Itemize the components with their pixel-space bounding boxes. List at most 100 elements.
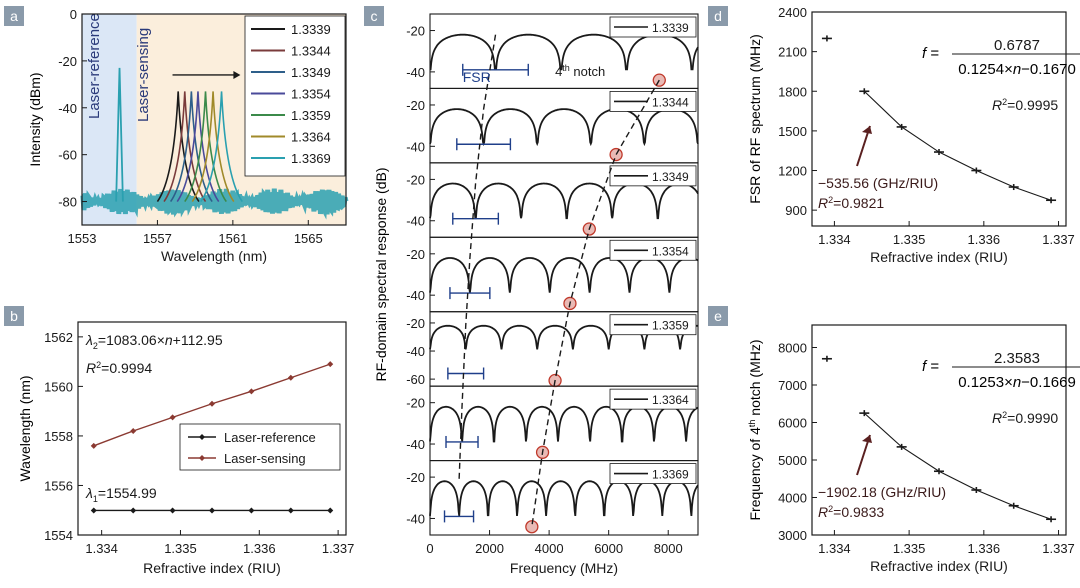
notch-guide	[531, 79, 660, 527]
linear-slope-e: −1902.18 (GHz/RIU)	[818, 484, 946, 500]
sensing-peak-1.3344	[163, 91, 207, 203]
formula-denominator-d: 0.1254×n−0.1670	[958, 61, 1076, 78]
legend-c-1.3354	[609, 239, 697, 261]
formula-r2-d-sup: 2	[1002, 97, 1007, 107]
ytick-label-d-2100: 2100	[778, 45, 807, 60]
ytick-label-a--80: -80	[58, 195, 77, 210]
xtick-label-b-1.337: 1.337	[322, 541, 355, 556]
series-point-1-2	[169, 414, 176, 421]
legend-label-b-1: Laser-sensing	[224, 451, 306, 466]
xtick-label-d-1.337: 1.337	[1042, 232, 1075, 247]
xtick-label-e-1.335: 1.335	[893, 541, 926, 556]
subplot-frame-1.3369	[429, 460, 699, 536]
xtick-label-b-1.335: 1.335	[164, 541, 197, 556]
legend-label-c-1.3354: 1.3354	[652, 244, 689, 258]
legend-label-1.3369: 1.3369	[291, 151, 331, 166]
linear-fit-e	[863, 412, 1052, 520]
xtick-label-b-1.334: 1.334	[85, 541, 118, 556]
linear-r2-d-sup: 2	[828, 195, 833, 205]
series-point-0-5	[287, 507, 294, 514]
xlabel-b: Refractive index (RIU)	[143, 560, 281, 576]
axes-frame-a	[81, 13, 347, 226]
ylabel-e-sup: th	[747, 420, 757, 428]
den-n-d: n	[1013, 61, 1021, 78]
series-point-1-0	[90, 442, 97, 449]
legend-label-c-1.3344: 1.3344	[652, 95, 689, 109]
xtick-label-a-1561: 1561	[218, 231, 247, 246]
linear-r2-d: R2=0.9821	[818, 195, 884, 211]
panel-c: -20 -40 1.3339 -20 -40 1.3344 -20 -40 1.3349 -20 -…	[373, 13, 699, 576]
legend-label-c-1.3369: 1.3369	[652, 468, 689, 482]
ytick-label-c-1.3339--20: -20	[406, 24, 425, 39]
sensing-peak-1.3369	[200, 91, 243, 203]
panel-label-e: e	[714, 308, 722, 324]
panel-label-d: d	[714, 8, 722, 24]
formula-denominator-e: 0.1253×n−0.1669	[958, 374, 1076, 391]
xlabel-c: Frequency (MHz)	[510, 560, 618, 576]
xtick-label-b-1.336: 1.336	[243, 541, 276, 556]
ylabel-a: Intensity (dBm)	[27, 72, 43, 166]
fit-sensing-n: n	[165, 332, 173, 348]
legend-label-1.3349: 1.3349	[291, 65, 331, 80]
xtick-label-c-0: 0	[426, 541, 433, 556]
noise-floor-trace	[80, 187, 349, 220]
r2-sensing-label: R2=0.9994	[86, 360, 152, 376]
xtick-label-a-1565: 1565	[294, 231, 323, 246]
xlabel-d: Refractive index (RIU)	[870, 249, 1008, 265]
den-b-d: −0.1670	[1021, 61, 1076, 78]
ytick-label-a--20: -20	[58, 54, 77, 69]
ytick-label-e-7000: 7000	[778, 378, 807, 393]
sensing-peak-1.3359	[184, 91, 227, 203]
xtick-label-c-2000: 2000	[475, 541, 504, 556]
ytick-label-b-1560: 1560	[44, 379, 73, 394]
region-label-reference: Laser-reference	[86, 13, 103, 119]
ytick-label-b-1556: 1556	[44, 478, 73, 493]
legend-label-c-1.3339: 1.3339	[652, 21, 689, 35]
legend-label-c-1.3359: 1.3359	[652, 319, 689, 333]
xtick-label-a-1557: 1557	[143, 231, 172, 246]
ytick-label-c-1.3359--60: -60	[406, 372, 425, 387]
ytick-label-c-1.3359--40: -40	[406, 344, 425, 359]
ytick-label-c-1.3354--40: -40	[406, 288, 425, 303]
series-point-0-1	[130, 507, 137, 514]
ytick-label-c-1.3364--20: -20	[406, 396, 425, 411]
legend-c-1.3349	[609, 165, 697, 187]
panel-label-a: a	[10, 8, 18, 24]
panel-label-bg-d	[708, 6, 728, 26]
rf-trace-1.3364	[429, 405, 699, 443]
legend-label-b-0: Laser-reference	[224, 430, 316, 445]
formula-lhs-f-e: f	[922, 358, 928, 375]
panel-label-bg-c	[364, 6, 384, 26]
formula-lhs-d: f =	[922, 45, 939, 62]
sensing-peak-1.3364	[191, 91, 235, 203]
ytick-label-e-6000: 6000	[778, 416, 807, 431]
series-point-0-6	[327, 507, 334, 514]
legend-b	[179, 423, 341, 471]
notch-label-sup: th	[562, 63, 570, 73]
ytick-label-b-1558: 1558	[44, 429, 73, 444]
den-a-e: 0.1253×	[958, 374, 1013, 391]
series-point-0-3	[209, 507, 215, 514]
legend-label-c-1.3349: 1.3349	[652, 170, 689, 184]
notch-label-base: 4	[555, 64, 562, 79]
xtick-label-a-1553: 1553	[68, 231, 97, 246]
ytick-label-d-1200: 1200	[778, 164, 807, 179]
linear-r2-d-base: R	[818, 195, 828, 211]
fit-sensing-sub: 2	[93, 341, 98, 351]
series-point-0-4	[248, 507, 255, 514]
formula-r2-d-rest: =0.9995	[1007, 97, 1058, 113]
xtick-label-c-4000: 4000	[535, 541, 564, 556]
fit-sensing-rest: =1083.06×	[98, 332, 165, 348]
sensing-peak-1.3349	[169, 91, 213, 203]
legend-c-1.3359	[609, 314, 697, 336]
legend-a	[244, 15, 346, 177]
ylabel-e: Frequency of 4th notch (MHz)	[747, 339, 763, 520]
axes-frame-d	[811, 11, 1067, 227]
formula-lhs-e: f =	[922, 358, 939, 375]
ytick-label-d-900: 900	[785, 203, 807, 218]
formula-numerator-d: 0.6787	[994, 37, 1040, 54]
xtick-label-d-1.334: 1.334	[818, 232, 851, 247]
notch-label-rest: notch	[570, 64, 605, 79]
fsr-guide	[458, 34, 497, 482]
